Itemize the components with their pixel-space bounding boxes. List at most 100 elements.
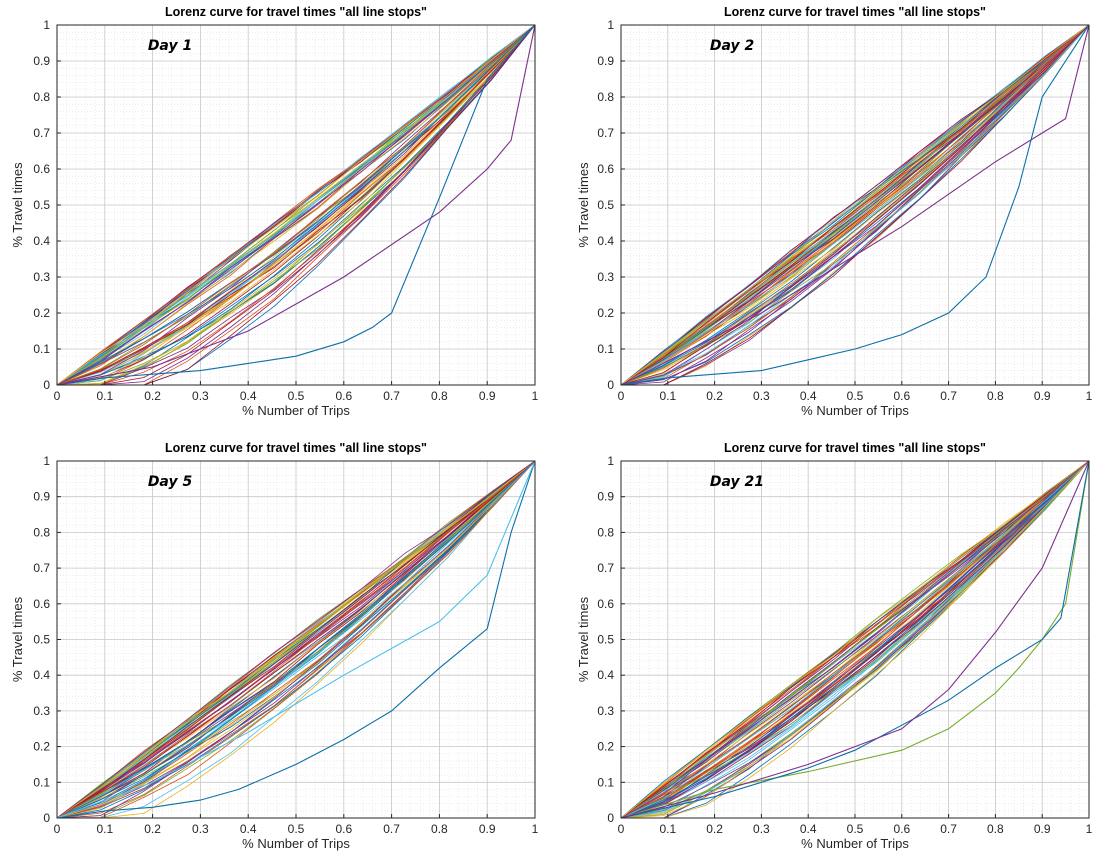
x-axis-label: % Number of Trips: [801, 403, 909, 418]
y-axis-label: % Travel times: [10, 162, 25, 248]
lorenz-series-line: [57, 461, 535, 818]
lorenz-series-line: [57, 25, 535, 385]
lorenz-series-line: [57, 25, 535, 385]
lorenz-series-line: [57, 25, 535, 385]
grid: [620, 24, 1090, 386]
lorenz-outlier-line: [621, 25, 1089, 385]
chart-title: Lorenz curve for travel times "all line …: [724, 441, 986, 455]
y-tick-label: 1: [607, 454, 614, 468]
x-tick-label: 0.4: [240, 822, 257, 836]
lorenz-series-line: [621, 461, 1089, 818]
x-tick-label: 0.8: [987, 389, 1004, 403]
lorenz-series-line: [621, 25, 1089, 385]
y-tick-label: 0.8: [597, 90, 614, 104]
x-axis-label: % Number of Trips: [801, 836, 909, 851]
day-annotation: Day 1: [148, 38, 192, 54]
y-tick-label: 0.3: [33, 270, 50, 284]
x-tick-label: 1: [532, 389, 539, 403]
x-tick-label: 1: [532, 822, 539, 836]
x-tick-label: 0.8: [431, 389, 448, 403]
x-tick-label: 0: [618, 389, 625, 403]
day-annotation: Day 2: [710, 38, 754, 54]
lorenz-series-line: [621, 25, 1089, 385]
x-tick-label: 0.9: [1034, 822, 1051, 836]
y-tick-label: 0.9: [597, 490, 614, 504]
x-tick-label: 0.7: [383, 389, 400, 403]
lorenz-series-line: [621, 25, 1089, 385]
y-tick-label: 0.2: [33, 740, 50, 754]
lorenz-series-line: [621, 461, 1089, 818]
y-tick-label: 1: [43, 18, 50, 32]
series-group: [57, 25, 535, 385]
lorenz-series-line: [57, 25, 535, 385]
lorenz-series-line: [621, 25, 1089, 385]
x-tick-label: 0.7: [940, 822, 957, 836]
lorenz-series-line: [57, 25, 535, 385]
lorenz-series-line: [621, 25, 1089, 385]
lorenz-series-line: [57, 461, 535, 818]
x-tick-label: 0.4: [800, 389, 817, 403]
lorenz-series-line: [57, 461, 535, 818]
y-tick-label: 0.7: [597, 561, 614, 575]
x-tick-label: 0.5: [288, 822, 305, 836]
lorenz-outlier-line: [621, 25, 1089, 385]
y-tick-label: 0.8: [597, 525, 614, 539]
lorenz-outlier-line: [621, 461, 1089, 818]
chart-svg: 0 0.1 0.2 0.3 0.4 0.5 0.6 0.7 0.8 0.9 1 0 0.1 0.2 0.3 0…: [576, 441, 1093, 851]
chart-panel-day-1: 0 0.1 0.2 0.3 0.4 0.5 0.6 0.7 0.8 0.9 1 0 0.1 0.2 0.3 0…: [0, 0, 549, 433]
y-tick-label: 0: [607, 378, 614, 392]
y-tick-label: 0.3: [33, 704, 50, 718]
lorenz-series-line: [57, 25, 535, 385]
x-tick-label: 0.7: [940, 389, 957, 403]
x-tick-label: 0.6: [335, 822, 352, 836]
x-tick-label: 0.2: [706, 389, 723, 403]
lorenz-series-line: [621, 461, 1089, 818]
lorenz-series-line: [57, 461, 535, 818]
x-tick-label: 0.1: [96, 389, 113, 403]
lorenz-series-line: [57, 461, 535, 818]
x-tick-label: 0.1: [659, 389, 676, 403]
lorenz-outlier-line: [621, 461, 1089, 818]
lorenz-series-line: [621, 25, 1089, 385]
chart-title: Lorenz curve for travel times "all line …: [165, 5, 427, 19]
y-tick-label: 0.9: [33, 54, 50, 68]
lorenz-series-line: [621, 461, 1089, 818]
chart-svg: 0 0.1 0.2 0.3 0.4 0.5 0.6 0.7 0.8 0.9 1 0 0.1 0.2 0.3 0…: [10, 441, 539, 851]
lorenz-series-line: [621, 461, 1089, 818]
x-tick-label: 0: [618, 822, 625, 836]
y-tick-label: 0.5: [597, 198, 614, 212]
y-tick-label: 0.2: [33, 306, 50, 320]
lorenz-series-line: [57, 461, 535, 818]
chart-panel-day-5: 0 0.1 0.2 0.3 0.4 0.5 0.6 0.7 0.8 0.9 1 0 0.1 0.2 0.3 0…: [0, 436, 549, 866]
x-tick-label: 0.6: [335, 389, 352, 403]
chart-svg: 0 0.1 0.2 0.3 0.4 0.5 0.6 0.7 0.8 0.9 1 0 0.1 0.2 0.3 0…: [576, 5, 1093, 418]
lorenz-series-line: [57, 25, 535, 385]
lorenz-series-line: [57, 25, 535, 385]
y-tick-label: 0.6: [33, 162, 50, 176]
lorenz-series-line: [621, 25, 1089, 385]
lorenz-series-line: [57, 461, 535, 818]
x-tick-label: 0.3: [753, 389, 770, 403]
lorenz-series-line: [57, 25, 535, 385]
y-tick-label: 0.5: [33, 633, 50, 647]
lorenz-series-line: [57, 25, 535, 385]
x-tick-label: 0.2: [144, 822, 161, 836]
lorenz-series-line: [57, 25, 535, 385]
y-tick-label: 0.6: [597, 162, 614, 176]
y-axis-label: % Travel times: [576, 162, 591, 248]
y-tick-label: 0.1: [597, 342, 614, 356]
lorenz-series-line: [57, 25, 535, 385]
y-tick-label: 0.1: [597, 775, 614, 789]
lorenz-series-line: [57, 461, 535, 818]
chart-panel-day-21: 0 0.1 0.2 0.3 0.4 0.5 0.6 0.7 0.8 0.9 1 0 0.1 0.2 0.3 0…: [566, 436, 1098, 866]
y-tick-label: 0.5: [33, 198, 50, 212]
y-tick-label: 1: [43, 454, 50, 468]
x-tick-label: 0.5: [847, 822, 864, 836]
x-tick-label: 0.4: [800, 822, 817, 836]
x-tick-label: 0.6: [893, 822, 910, 836]
lorenz-series-line: [57, 25, 535, 385]
x-tick-label: 0.6: [893, 389, 910, 403]
day-annotation: Day 21: [710, 474, 764, 490]
y-tick-label: 0.7: [597, 126, 614, 140]
x-axis-label: % Number of Trips: [242, 836, 350, 851]
